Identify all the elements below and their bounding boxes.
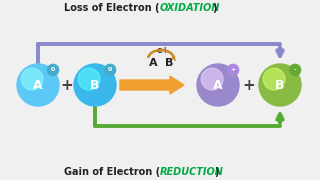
Circle shape [78,68,100,90]
Circle shape [47,64,59,76]
Circle shape [197,64,239,106]
Text: +: + [243,78,255,93]
Text: Loss of Electron (: Loss of Electron ( [65,3,160,13]
Text: A: A [33,78,43,91]
Text: -: - [294,67,296,72]
Circle shape [228,64,239,76]
Circle shape [259,64,301,106]
Text: OXIDATION: OXIDATION [160,3,220,13]
FancyArrow shape [120,76,184,94]
Text: 0: 0 [51,67,55,72]
Circle shape [104,64,116,76]
Text: 0: 0 [108,67,112,72]
Circle shape [290,64,301,76]
Circle shape [263,68,285,90]
Text: A: A [213,78,223,91]
Text: B: B [165,58,173,68]
Text: B: B [275,78,285,91]
Circle shape [74,64,116,106]
Text: REDUCTION: REDUCTION [160,167,224,177]
Text: ): ) [212,3,217,13]
Text: +: + [230,67,236,72]
Text: +: + [60,78,73,93]
Text: Gain of Electron (: Gain of Electron ( [64,167,160,177]
Circle shape [21,68,43,90]
Text: ): ) [214,167,219,177]
Text: A: A [149,58,157,68]
Text: B: B [90,78,100,91]
Text: e+: e+ [156,46,169,55]
Circle shape [201,68,223,90]
Circle shape [17,64,59,106]
